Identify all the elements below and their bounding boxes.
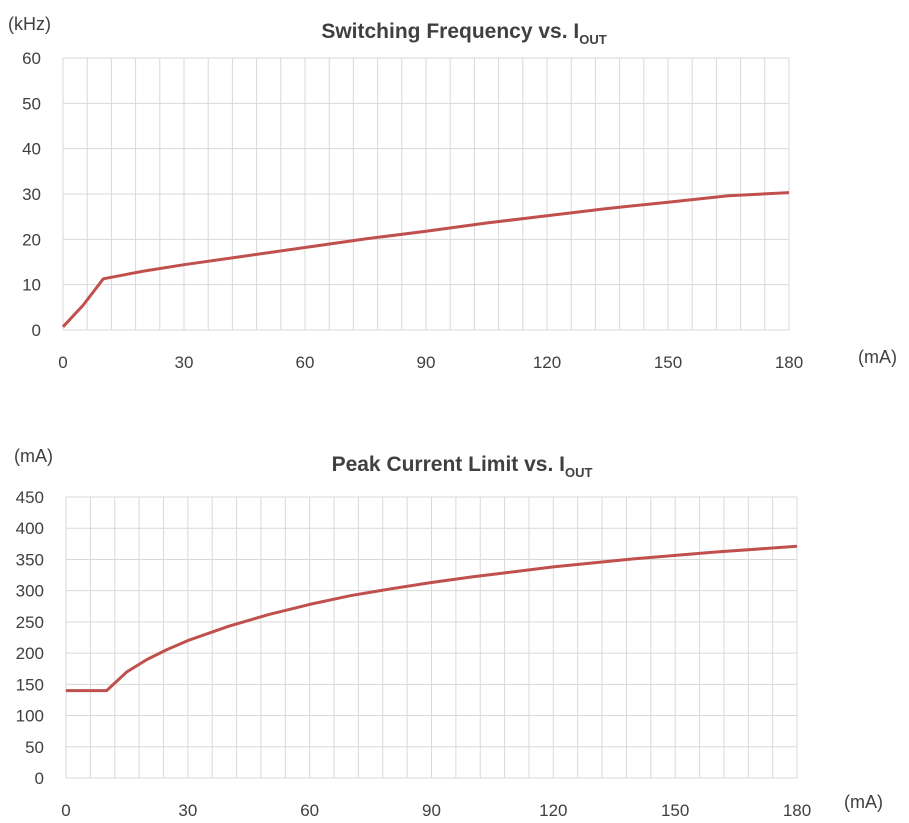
y-tick-label: 150	[16, 675, 44, 694]
chart-title-main: Switching Frequency vs. I	[321, 20, 579, 43]
y-tick-label: 30	[22, 185, 41, 204]
y-tick-label: 50	[22, 94, 41, 113]
chart-title: Switching Frequency vs. IOUT	[321, 20, 606, 47]
chart-title-subscript: OUT	[579, 32, 607, 47]
y-tick-label: 10	[22, 276, 41, 295]
frequency-series-line	[61, 191, 790, 328]
x-axis-unit-label: (mA)	[858, 347, 897, 367]
x-tick-label: 180	[783, 801, 811, 820]
y-tick-label: 20	[22, 230, 41, 249]
peak-current-series-line	[66, 544, 798, 693]
grid	[65, 496, 798, 779]
x-tick-label: 30	[178, 801, 197, 820]
y-tick-label: 300	[16, 582, 44, 601]
y-tick-label: 250	[16, 613, 44, 632]
y-axis-unit-label: (mA)	[14, 446, 53, 466]
y-tick-label: 100	[16, 707, 44, 726]
x-tick-label: 120	[533, 353, 561, 372]
chart-title-main: Peak Current Limit vs. I	[332, 453, 565, 476]
y-tick-label: 40	[22, 140, 41, 159]
x-tick-label: 60	[296, 353, 315, 372]
y-tick-label: 60	[22, 49, 41, 68]
y-axis-unit-label: (kHz)	[8, 14, 51, 34]
switching-frequency-chart: (kHz) Switching Frequency vs. IOUT 0 10 20…	[8, 14, 897, 372]
grid	[62, 57, 790, 331]
y-tick-label: 400	[16, 519, 44, 538]
x-tick-labels: 0 30 60 90 120 150 180	[58, 353, 803, 372]
x-tick-label: 150	[661, 801, 689, 820]
y-tick-label: 0	[32, 321, 41, 340]
chart-title-subscript: OUT	[565, 465, 593, 480]
x-tick-label: 150	[654, 353, 682, 372]
y-tick-labels: 0 10 20 30 40 50 60	[22, 49, 41, 340]
x-axis-unit-label: (mA)	[844, 792, 883, 812]
x-tick-label: 0	[61, 801, 70, 820]
y-tick-label: 50	[25, 738, 44, 757]
peak-current-limit-chart: (mA) Peak Current Limit vs. IOUT 0 50 100 1…	[14, 446, 883, 820]
y-tick-label: 0	[35, 769, 44, 788]
y-tick-label: 450	[16, 488, 44, 507]
y-tick-label: 350	[16, 550, 44, 569]
x-tick-label: 90	[422, 801, 441, 820]
x-tick-label: 180	[775, 353, 803, 372]
x-tick-label: 120	[539, 801, 567, 820]
x-tick-label: 30	[175, 353, 194, 372]
x-tick-label: 0	[58, 353, 67, 372]
chart-title: Peak Current Limit vs. IOUT	[332, 453, 593, 480]
y-tick-labels: 0 50 100 150 200 250 300 350 400 450	[16, 488, 44, 788]
x-tick-label: 90	[417, 353, 436, 372]
x-tick-label: 60	[300, 801, 319, 820]
y-tick-label: 200	[16, 644, 44, 663]
x-tick-labels: 0 30 60 90 120 150 180	[61, 801, 811, 820]
